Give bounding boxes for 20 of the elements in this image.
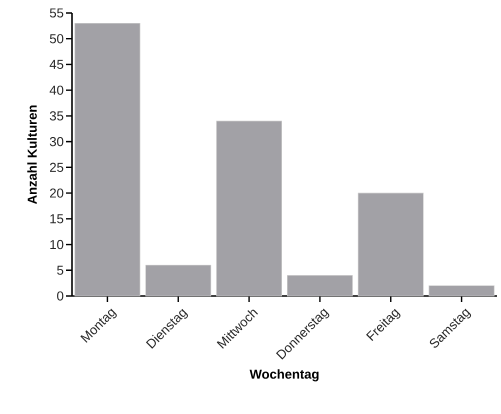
y-tick-label: 40 [50, 86, 64, 95]
bar [358, 192, 424, 296]
y-tick-label: 10 [50, 240, 64, 250]
bar [428, 285, 494, 296]
y-tick-label: 25 [50, 162, 64, 172]
y-tick-label: 20 [50, 188, 64, 198]
bar [287, 275, 353, 296]
y-tick-label: 0 [57, 291, 64, 301]
y-tick-label: 50 [50, 34, 64, 44]
bar [74, 22, 140, 296]
y-tick-label: 55 [50, 8, 64, 18]
y-tick-label: 45 [50, 60, 64, 69]
y-tick-label: 5 [57, 266, 64, 275]
x-axis-title: Wochentag [250, 369, 319, 382]
y-axis-title: Anzahl Kulturen [27, 105, 37, 204]
y-tick-label: 35 [50, 111, 64, 120]
y-tick-label: 30 [50, 137, 64, 146]
bar [145, 264, 212, 296]
y-tick-label: 15 [50, 214, 64, 224]
bar [216, 120, 282, 296]
